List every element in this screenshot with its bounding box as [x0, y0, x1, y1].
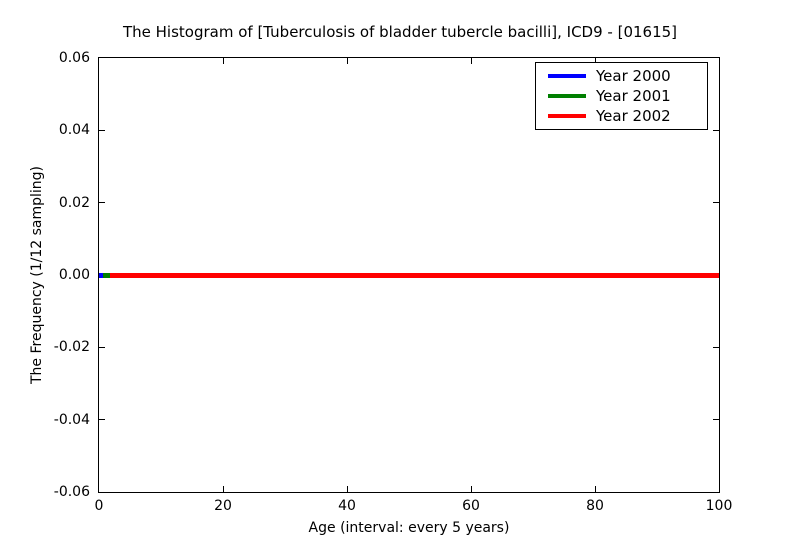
x-tick-label: 40 — [338, 498, 356, 514]
x-axis-tick — [222, 58, 224, 64]
y-axis-tick — [99, 202, 105, 204]
x-axis-label: Age (interval: every 5 years) — [308, 520, 510, 536]
x-tick-label: 0 — [94, 498, 104, 514]
x-axis-tick — [346, 486, 348, 492]
legend-entry: Year 2001 — [548, 86, 707, 106]
legend-label: Year 2000 — [596, 67, 671, 85]
y-tick-label: 0.00 — [58, 267, 90, 283]
y-tick-label: 0.06 — [58, 50, 90, 66]
y-tick-label: -0.06 — [53, 484, 90, 500]
y-tick-label: -0.04 — [53, 411, 90, 428]
y-axis-tick — [99, 129, 105, 131]
legend-label: Year 2001 — [596, 87, 671, 105]
x-axis-tick — [222, 486, 224, 492]
y-tick-label: 0.04 — [58, 122, 90, 139]
legend-entry: Year 2002 — [548, 106, 707, 126]
data-line-year-2000 — [99, 272, 103, 278]
legend-entry: Year 2000 — [548, 66, 707, 86]
legend-label: Year 2002 — [596, 107, 671, 125]
legend-line-swatch-red — [548, 114, 586, 118]
legend: Year 2000 Year 2001 Year 2002 — [535, 62, 708, 130]
y-axis-tick — [713, 346, 719, 348]
y-axis-tick — [713, 129, 719, 131]
x-axis-tick — [470, 486, 472, 492]
y-tick-label: 0.02 — [58, 194, 90, 211]
x-tick-label: 60 — [462, 498, 480, 514]
chart-title: The Histogram of [Tuberculosis of bladde… — [122, 23, 678, 41]
x-axis-tick — [594, 58, 596, 64]
y-axis-tick — [713, 419, 719, 421]
legend-line-swatch-green — [548, 94, 586, 98]
data-line-year-2001 — [102, 272, 111, 278]
y-tick-label: -0.02 — [53, 339, 90, 356]
data-line-year-2002 — [110, 272, 719, 278]
x-tick-label: 20 — [214, 498, 232, 514]
y-axis-tick — [99, 346, 105, 348]
y-axis-tick — [99, 419, 105, 421]
x-axis-tick — [346, 58, 348, 64]
y-axis-tick — [713, 202, 719, 204]
x-tick-label: 80 — [586, 498, 604, 514]
x-axis-tick — [594, 486, 596, 492]
x-tick-label: 100 — [705, 498, 733, 514]
x-axis-tick — [470, 58, 472, 64]
legend-line-swatch-blue — [548, 74, 586, 78]
